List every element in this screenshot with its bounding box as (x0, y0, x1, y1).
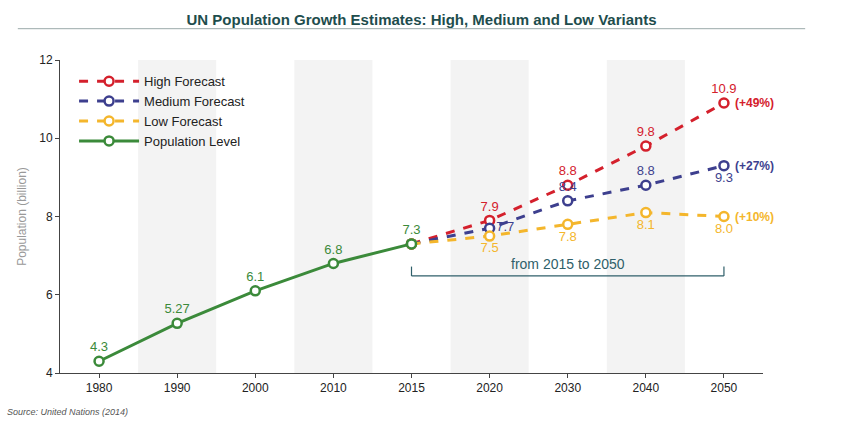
svg-text:Population (billion): Population (billion) (15, 167, 29, 266)
svg-text:8.0: 8.0 (715, 221, 733, 236)
svg-text:2020: 2020 (476, 381, 503, 395)
svg-text:10: 10 (39, 131, 53, 145)
svg-text:6.1: 6.1 (246, 269, 264, 284)
svg-text:8.8: 8.8 (559, 163, 577, 178)
svg-text:2050: 2050 (711, 381, 738, 395)
svg-text:12: 12 (39, 53, 53, 67)
svg-text:1980: 1980 (86, 381, 113, 395)
svg-text:2015: 2015 (398, 381, 425, 395)
svg-text:Population Level: Population Level (144, 134, 240, 149)
svg-text:2040: 2040 (632, 381, 659, 395)
svg-text:8: 8 (46, 210, 53, 224)
svg-text:(+49%): (+49%) (735, 96, 774, 110)
svg-text:(+27%): (+27%) (735, 159, 774, 173)
svg-text:4: 4 (46, 366, 53, 380)
svg-text:Source: United Nations (2014): Source: United Nations (2014) (7, 407, 128, 417)
svg-text:4.3: 4.3 (90, 339, 108, 354)
svg-text:9.8: 9.8 (637, 124, 655, 139)
svg-text:10.9: 10.9 (711, 81, 736, 96)
svg-text:2000: 2000 (242, 381, 269, 395)
svg-text:2030: 2030 (554, 381, 581, 395)
svg-text:from 2015 to 2050: from 2015 to 2050 (511, 256, 625, 272)
svg-text:UN Population Growth Estimates: UN Population Growth Estimates: High, Me… (186, 11, 656, 28)
svg-text:7.8: 7.8 (559, 229, 577, 244)
svg-text:7.5: 7.5 (481, 240, 499, 255)
svg-text:1990: 1990 (164, 381, 191, 395)
svg-text:7.3: 7.3 (402, 222, 420, 237)
svg-text:5.27: 5.27 (165, 301, 190, 316)
svg-text:High Forecast: High Forecast (144, 74, 225, 89)
svg-text:2010: 2010 (320, 381, 347, 395)
svg-text:8.4: 8.4 (559, 179, 577, 194)
svg-text:Medium Forecast: Medium Forecast (144, 94, 245, 109)
svg-text:8.8: 8.8 (637, 163, 655, 178)
svg-text:8.1: 8.1 (637, 217, 655, 232)
svg-text:7.7: 7.7 (496, 219, 514, 234)
svg-text:6: 6 (46, 288, 53, 302)
svg-text:9.3: 9.3 (715, 170, 733, 185)
svg-text:6.8: 6.8 (324, 242, 342, 257)
svg-text:Low Forecast: Low Forecast (144, 114, 222, 129)
svg-text:7.9: 7.9 (481, 199, 499, 214)
svg-text:(+10%): (+10%) (735, 210, 774, 224)
